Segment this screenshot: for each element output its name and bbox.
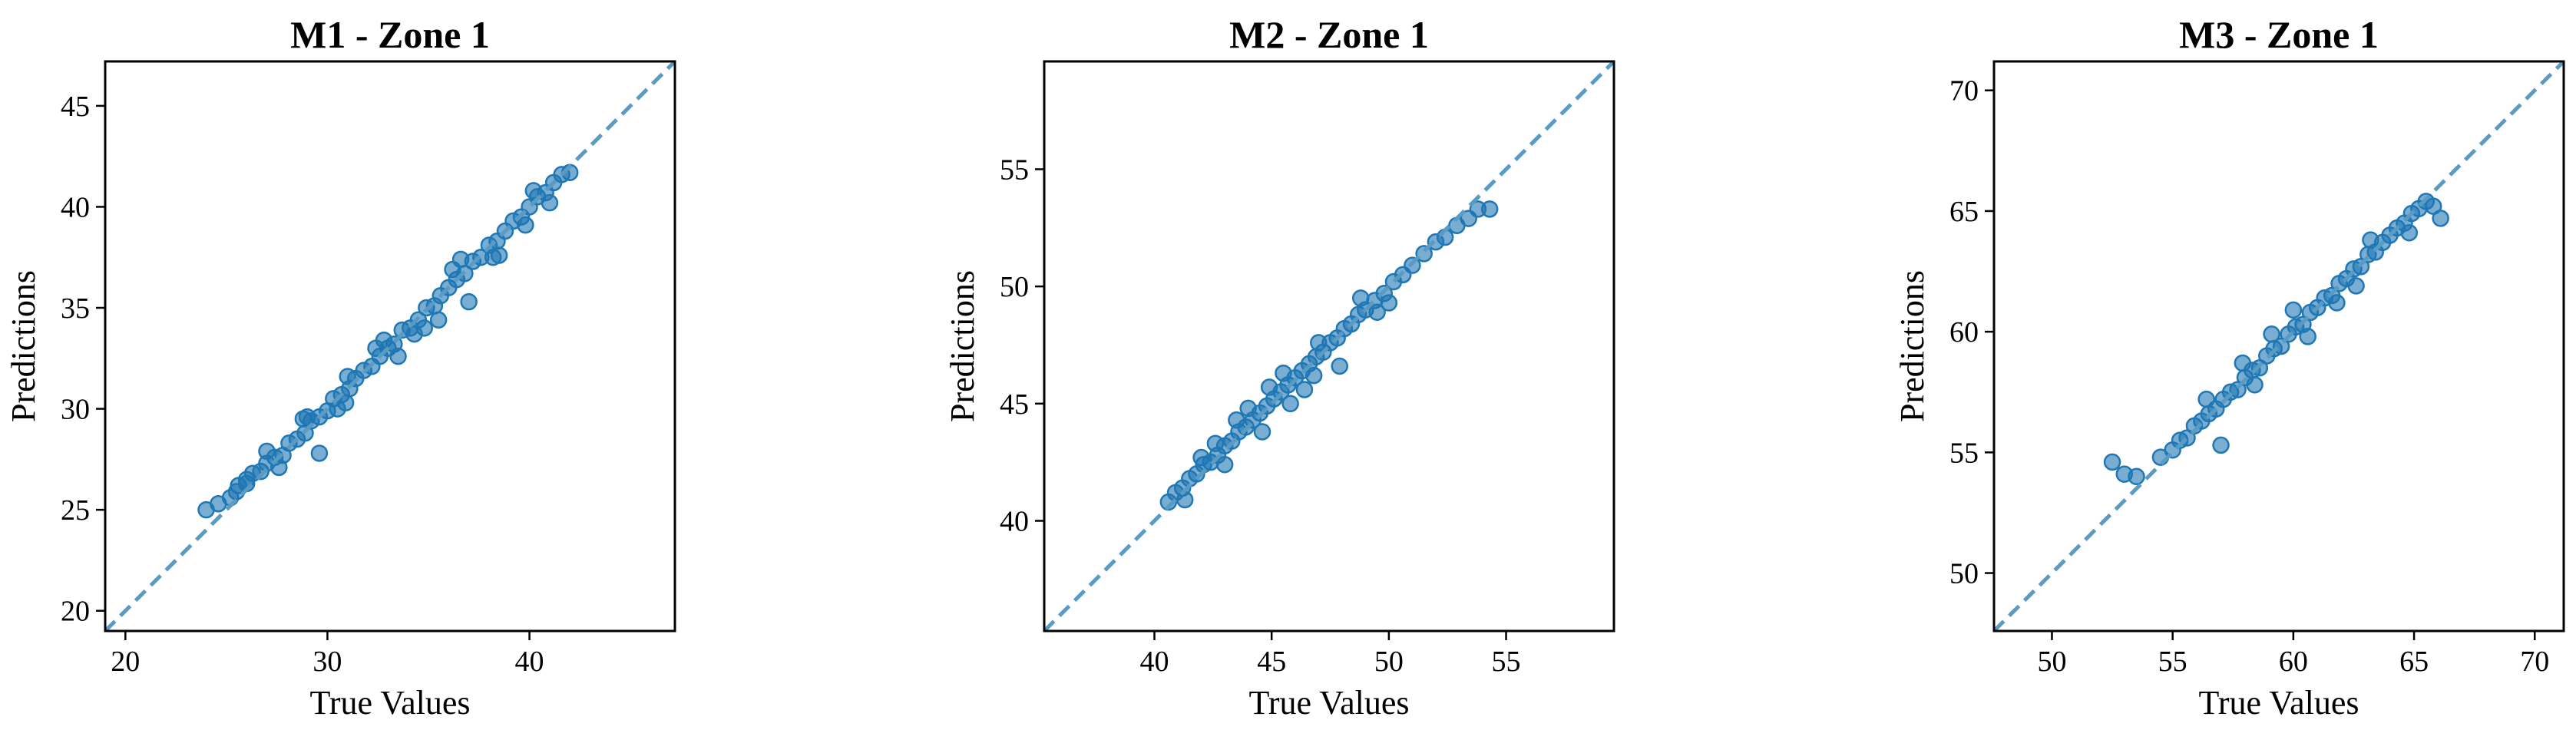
m3-scatter-point (2362, 231, 2379, 249)
m3-x-tick-label: 55 (2158, 646, 2187, 678)
m2-scatter-point (1310, 334, 1328, 352)
m1-scatter-point (298, 408, 316, 426)
m2-x-axis-label: True Values (1248, 684, 1409, 722)
m1-scatter-point (339, 368, 356, 385)
m1-y-tick-label: 30 (61, 394, 90, 426)
m3-x-axis-label: True Values (2198, 684, 2359, 722)
m3-scatter-point (2400, 223, 2419, 242)
m3-chart-title: M3 - Zone 1 (2179, 13, 2379, 56)
m1-scatter-point (460, 292, 478, 311)
m2-y-tick-label: 45 (1000, 388, 1029, 421)
chart-panel-m1: 20 30 40 20 25 30 35 40 45 M1 - Zone 1 True Values… (5, 13, 676, 722)
m2-scatter-point (1331, 357, 1348, 375)
m3-scatter-point (2284, 301, 2303, 319)
m2-scatter-point (1295, 381, 1314, 398)
m2-scatter-point (1215, 455, 1234, 474)
m2-scatter-point (1228, 411, 1245, 429)
m3-points (2103, 193, 2449, 486)
m1-y-tick-label: 35 (61, 292, 90, 325)
m3-scatter-point (2432, 210, 2449, 227)
m1-scatter-point (429, 311, 448, 329)
m2-scatter-point (1281, 395, 1299, 413)
m2-scatter-point (1206, 434, 1225, 452)
m3-x-tick-label: 50 (2037, 646, 2066, 678)
m2-scatter-point (1351, 289, 1370, 307)
m3-scatter-point (2197, 390, 2215, 408)
m2-scatter-point (1305, 366, 1323, 385)
m3-x-tick-label: 65 (2399, 646, 2429, 678)
m2-y-tick-label: 55 (1000, 154, 1029, 186)
m1-y-tick-label: 40 (61, 191, 90, 223)
m3-scatter-point (2328, 294, 2346, 312)
m2-scatter-point (1368, 303, 1386, 321)
m1-x-tick-label: 20 (111, 646, 140, 678)
m1-reference-line (105, 61, 675, 631)
m2-plot-frame (1043, 60, 1615, 633)
m2-scatter-point (1380, 294, 1398, 312)
m3-y-tick-label: 70 (1949, 75, 1979, 107)
m3-scatter-point (2246, 376, 2264, 394)
m1-x-axis-label: True Values (309, 684, 470, 722)
m3-reference-line (1994, 61, 2564, 631)
m3-scatter-point (2103, 453, 2121, 471)
m1-x-tick-label: 30 (312, 646, 342, 678)
m1-y-tick-label: 25 (61, 494, 90, 527)
m3-plot-frame (1992, 60, 2565, 633)
m3-y-axis-label: Predictions (1893, 270, 1931, 422)
m3-y-tick-label: 60 (1949, 316, 1979, 348)
m1-scatter-point (541, 193, 559, 212)
m3-scatter-point (2347, 277, 2365, 295)
m3-y-tick-label: 50 (1949, 558, 1979, 590)
chart-panel-m3: 50 55 60 65 70 50 55 60 65 70 M3 - Zone 1 True Valu… (1893, 13, 2565, 722)
m1-scatter-point (524, 182, 543, 200)
m2-scatter-point (1275, 364, 1292, 382)
m3-x-tick-label: 60 (2279, 646, 2308, 678)
m2-x-tick-label: 50 (1374, 646, 1404, 678)
chart-panel-m2: 40 45 50 55 40 45 50 55 M2 - Zone 1 True Values Pr… (944, 13, 1615, 722)
m1-chart-title: M1 - Zone 1 (290, 13, 490, 56)
m1-x-tick-label: 40 (515, 646, 544, 678)
m3-scatter-point (2263, 325, 2280, 343)
m1-plot-frame (104, 60, 676, 633)
m2-x-tick-label: 45 (1257, 646, 1286, 678)
m3-x-tick-label: 70 (2520, 646, 2549, 678)
m2-chart-title: M2 - Zone 1 (1229, 13, 1429, 56)
m3-scatter-point (2234, 354, 2252, 372)
m1-y-tick-label: 45 (61, 91, 90, 123)
m2-scatter-point (1192, 448, 1210, 467)
m1-y-tick-label: 20 (61, 596, 90, 628)
m1-scatter-point (484, 248, 502, 266)
m3-scatter-point (2212, 436, 2230, 454)
m2-y-tick-label: 50 (1000, 271, 1029, 303)
m1-scatter-point (258, 442, 276, 461)
m1-scatter-point (405, 325, 423, 343)
m2-scatter-point (1480, 200, 1499, 218)
m3-scatter-point (2299, 328, 2316, 345)
m1-scatter-point (367, 339, 385, 357)
m2-y-tick-label: 40 (1000, 505, 1029, 537)
m1-scatter-point (336, 394, 355, 411)
m2-scatter-point (1260, 378, 1278, 396)
m2-reference-line (1044, 61, 1614, 631)
m1-scatter-point (389, 347, 407, 365)
m3-scatter-point (2128, 467, 2145, 486)
m3-y-tick-label: 55 (1949, 437, 1979, 469)
m2-y-axis-label: Predictions (944, 270, 981, 422)
m1-scatter-point (444, 260, 461, 279)
m2-scatter-point (1239, 399, 1257, 418)
m2-x-tick-label: 40 (1140, 646, 1169, 678)
m2-x-tick-label: 55 (1492, 646, 1521, 678)
m3-y-tick-label: 65 (1949, 196, 1979, 228)
m1-scatter-point (310, 444, 329, 462)
m1-scatter-point (517, 216, 534, 234)
m1-y-axis-label: Predictions (5, 270, 42, 422)
m2-scatter-point (1176, 491, 1194, 509)
m2-scatter-point (1253, 423, 1271, 441)
